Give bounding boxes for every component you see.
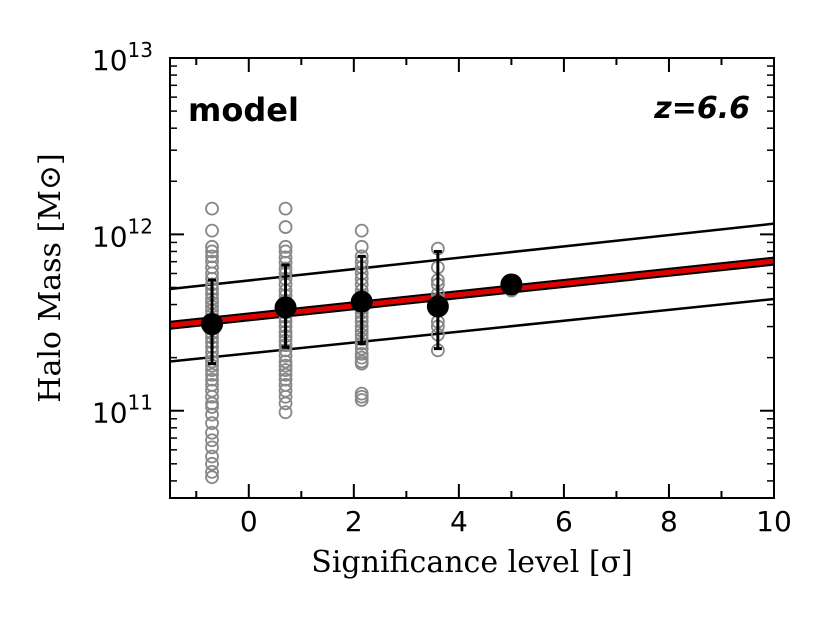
halo-point [205,433,219,448]
x-tick-label: 2 [345,505,363,538]
mean-point [500,273,523,296]
halo-point [205,407,219,422]
halo-point [205,389,219,404]
plot-area [170,201,774,485]
minor-ticks [170,58,774,498]
y-tick-base: 10 [92,220,128,253]
x-tick-label: 4 [450,505,468,538]
scatter-lines [170,222,774,363]
halo-point [278,396,293,411]
halo-point [354,350,369,365]
y-tick-exponent: 11 [128,391,153,415]
x-tick-label: 10 [756,505,792,538]
fit-line-core [170,258,774,328]
halo-point [354,346,369,361]
halo-point [278,372,293,387]
halo-point [278,348,293,363]
halo-point [205,400,219,414]
halo-point [205,456,219,471]
halo-point [354,393,369,407]
y-tick-base: 10 [92,397,128,430]
halo-point [278,239,293,254]
halo-point [278,358,293,373]
scatter-line [170,222,774,291]
y-tick-label: 1012 [92,214,153,253]
plot-frame [169,57,775,499]
mean-point [350,290,373,313]
x-tick-labels: 0 2 4 6 8 10 [240,505,792,538]
fit-line [170,256,774,330]
y-tick-label: 1011 [92,391,153,430]
x-tick-label: 6 [555,505,573,538]
halo-point [278,220,293,234]
halo-point [205,239,219,254]
halo-point [205,416,219,431]
halo-point [205,367,219,382]
y-tick-base: 10 [92,44,128,77]
halo-point [205,244,219,259]
mean-point [426,295,449,318]
mean-points [201,249,523,366]
x-axis-label: Significance level [σ] [311,545,632,580]
halo-point [205,449,219,464]
halo-point [205,470,219,485]
halo-point [278,201,293,216]
redshift-label: z=6.6 [653,91,750,126]
mean-point [201,313,224,336]
halo-point [205,464,219,479]
y-tick-exponent: 13 [128,38,153,62]
halo-point [278,363,293,377]
halo-point [354,223,369,238]
scatter-line [170,297,774,363]
x-tick-label: 8 [660,505,678,538]
major-ticks [170,57,775,498]
y-tick-label: 1013 [92,38,153,77]
y-tick-exponent: 12 [128,214,153,238]
halo-point [205,425,219,440]
halo-point [205,201,219,216]
halo-point [278,389,293,404]
mean-point [274,296,297,319]
halo-point [278,354,293,369]
halo-point [354,356,369,371]
halo-point [205,440,219,455]
panel-label-model: model [188,91,299,129]
x-tick-label: 0 [240,505,258,538]
halo-point [278,405,293,420]
halo-point [205,372,219,387]
halo-point [278,367,293,382]
halo-point [205,223,219,238]
halo-point [354,239,369,254]
halo-point [205,249,219,264]
y-axis-label: Halo Mass [M⊙] [33,153,68,402]
